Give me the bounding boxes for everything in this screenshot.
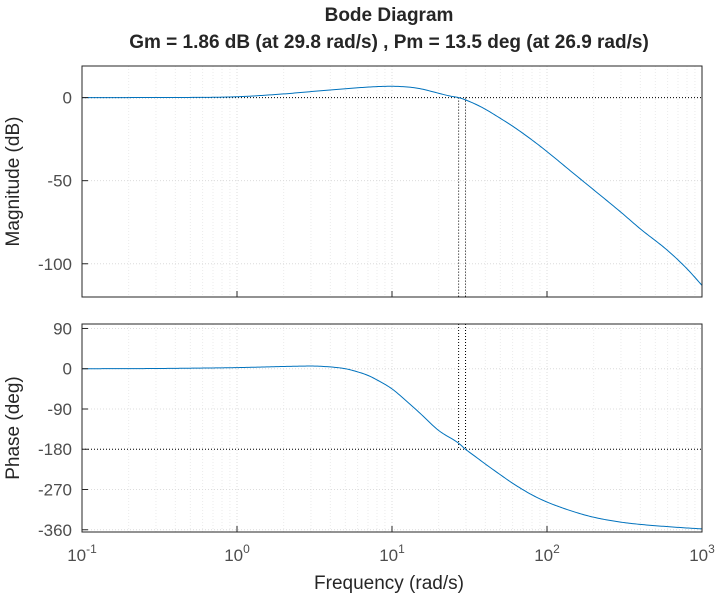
magnitude-panel: 0 -50 -100 Magnitude (dB) xyxy=(3,65,703,298)
phase-y-axis-label: Phase (deg) xyxy=(3,376,24,480)
y-tick-label: -50 xyxy=(47,172,72,191)
phase-y-ticks: 90 0 -90 -180 -270 -360 xyxy=(38,319,88,540)
x-tick-label: 102 xyxy=(534,542,560,565)
phase-grid xyxy=(81,324,703,532)
y-tick-label: 90 xyxy=(53,319,72,338)
y-tick-label: 0 xyxy=(63,360,72,379)
x-tick-label: 10-1 xyxy=(67,542,97,565)
x-tick-label: 101 xyxy=(379,542,405,565)
chart-title: Bode Diagram xyxy=(325,5,454,26)
magnitude-series-line xyxy=(81,85,703,286)
magnitude-y-axis-label: Magnitude (dB) xyxy=(3,117,24,247)
x-tick-label: 100 xyxy=(224,542,250,565)
y-tick-label: 0 xyxy=(63,89,72,108)
phase-series-line xyxy=(82,365,703,530)
magnitude-y-ticks: 0 -50 -100 xyxy=(38,89,88,274)
y-tick-label: -270 xyxy=(38,481,72,500)
magnitude-grid xyxy=(81,66,703,297)
x-axis-label: Frequency (rad/s) xyxy=(314,573,464,594)
x-tick-label: 103 xyxy=(689,542,715,565)
y-tick-label: -90 xyxy=(47,400,72,419)
phase-axes-frame xyxy=(81,323,703,533)
phase-panel: 90 0 -90 -180 -270 -360 Phase (deg) xyxy=(3,319,703,540)
chart-subtitle: Gm = 1.86 dB (at 29.8 rad/s) , Pm = 13.5… xyxy=(129,32,649,53)
y-tick-label: -180 xyxy=(38,440,72,459)
magnitude-axes-frame xyxy=(81,65,703,298)
x-tick-labels: 10-1 100 101 102 103 xyxy=(67,542,715,565)
y-tick-label: -360 xyxy=(38,521,72,540)
y-tick-label: -100 xyxy=(38,255,72,274)
